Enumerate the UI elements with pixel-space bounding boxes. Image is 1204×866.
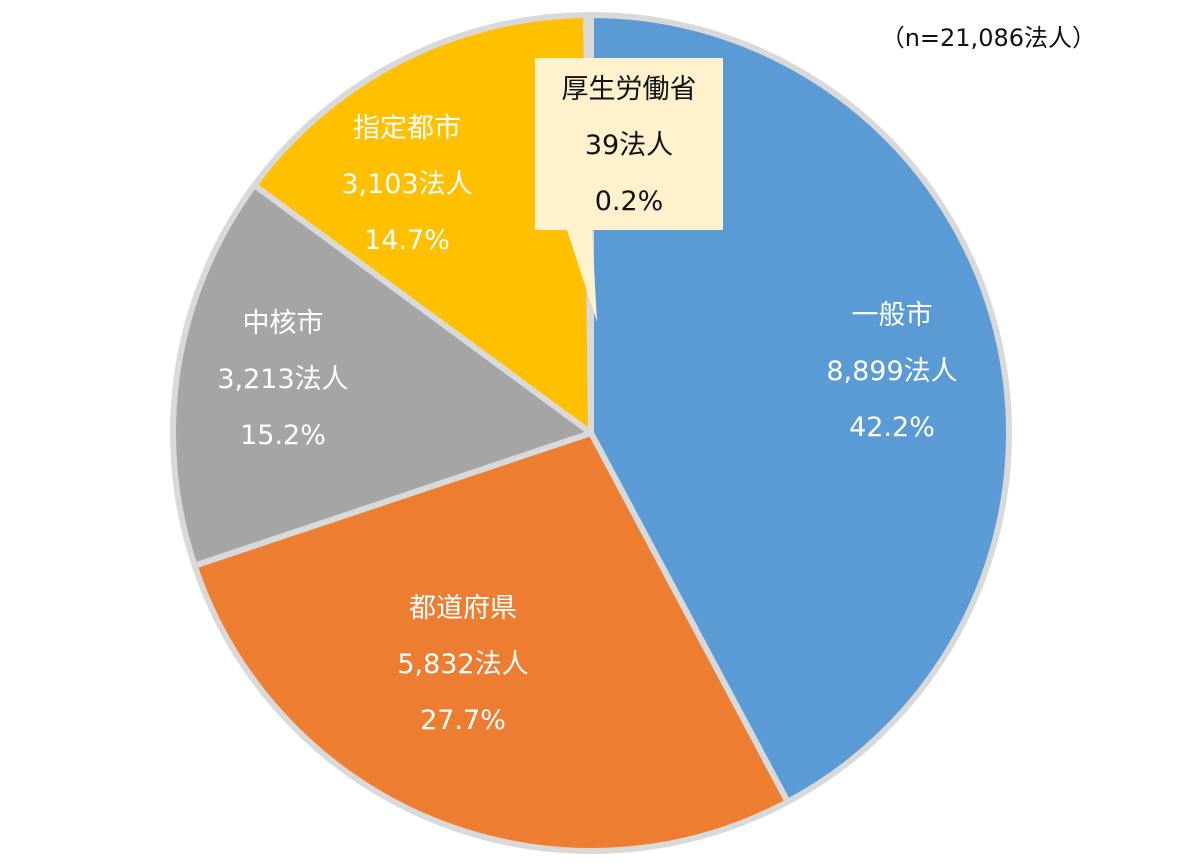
- slice-count-label: 5,832法人: [397, 649, 529, 680]
- pie-slice-2: [170, 182, 594, 569]
- slice-percent-label: 42.2%: [849, 412, 935, 443]
- slice-count-label: 39法人: [584, 130, 674, 161]
- slice-label-ippanshi: 一般市 8,899法人 42.2%: [826, 288, 957, 456]
- slice-label-todofuken: 都道府県 5,832法人 27.7%: [397, 581, 528, 749]
- slice-percent-label: 27.7%: [420, 705, 506, 736]
- slice-name-label: 厚生労働省: [561, 74, 697, 105]
- slice-label-mhlw-callout: 厚生労働省 39法人 0.2%: [562, 62, 697, 230]
- callout-box: [535, 58, 723, 322]
- pie-slice-1: [191, 430, 791, 854]
- slice-percent-label: 14.7%: [364, 225, 450, 256]
- slice-count-label: 3,213法人: [217, 364, 349, 395]
- slice-name-label: 指定都市: [352, 113, 461, 144]
- slice-percent-label: 15.2%: [240, 420, 326, 451]
- slice-percent-label: 0.2%: [594, 186, 664, 217]
- slice-count-label: 8,899法人: [826, 356, 958, 387]
- slice-label-shiteitoshi: 指定都市 3,103法人 14.7%: [341, 101, 472, 269]
- slice-name-label: 都道府県: [408, 593, 517, 624]
- slice-count-label: 3,103法人: [341, 169, 473, 200]
- sample-size-note: （n=21,086法人）: [880, 24, 1096, 52]
- slice-name-label: 中核市: [242, 308, 324, 339]
- slice-name-label: 一般市: [851, 300, 933, 331]
- pie-slice-3: [251, 12, 594, 436]
- slice-label-chukakushi: 中核市 3,213法人 15.2%: [217, 296, 348, 464]
